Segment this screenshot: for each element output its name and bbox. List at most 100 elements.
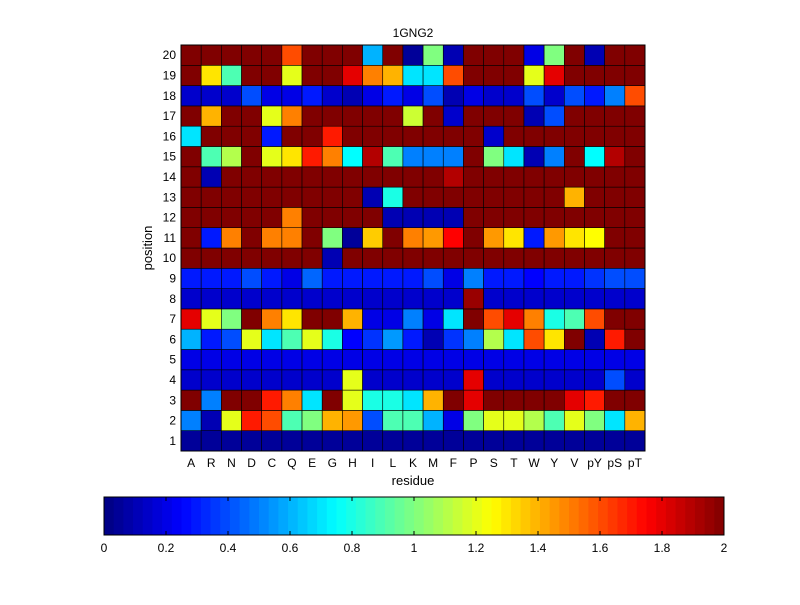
heatmap-cell — [442, 308, 464, 330]
heatmap-cell — [281, 410, 303, 431]
colorbar-step — [588, 497, 599, 535]
heatmap-cell — [382, 85, 404, 107]
colorbar-step — [220, 497, 231, 535]
heatmap-cell — [221, 288, 242, 310]
colorbar-tick-label: 0 — [101, 541, 108, 555]
heatmap-cell — [563, 410, 585, 431]
y-tick-label: 18 — [163, 89, 177, 103]
x-tick-label: pY — [587, 456, 602, 470]
heatmap-cell — [382, 186, 404, 208]
heatmap-cell — [301, 247, 323, 269]
heatmap-cell — [321, 227, 343, 249]
heatmap-cell — [604, 288, 626, 310]
x-axis-label: residue — [392, 473, 435, 488]
heatmap-cell — [442, 410, 464, 431]
heatmap-cell — [463, 267, 484, 289]
heatmap-cell — [543, 146, 565, 168]
heatmap-cell — [563, 227, 585, 249]
plot-frame — [180, 44, 646, 452]
x-tick-label: N — [227, 456, 236, 470]
heatmap-cell — [402, 267, 424, 289]
x-tick-label: C — [267, 456, 276, 470]
heatmap-cell — [543, 166, 565, 188]
heatmap-cell — [624, 44, 646, 66]
heatmap-cell — [463, 44, 484, 66]
colorbar: 0 0.2 0.4 0.6 0.8 1 1.2 1.4 1.6 1.8 2 — [101, 496, 728, 555]
heatmap-cell — [543, 125, 565, 147]
heatmap-cell — [604, 410, 626, 431]
heatmap-cell — [604, 389, 626, 411]
heatmap-cell — [301, 267, 323, 289]
heatmap-cell — [180, 65, 202, 86]
heatmap-cell — [301, 328, 323, 350]
heatmap-cells — [180, 44, 646, 452]
y-tick-label: 5 — [169, 353, 176, 367]
colorbar-step — [152, 497, 163, 535]
heatmap-cell — [261, 267, 283, 289]
heatmap-cell — [463, 207, 484, 228]
heatmap-cell — [241, 410, 262, 431]
heatmap-cell — [624, 227, 646, 249]
y-tick-label: 16 — [163, 129, 177, 143]
heatmap-cell — [342, 186, 363, 208]
x-tick-label: L — [389, 456, 396, 470]
heatmap-cell — [543, 328, 565, 350]
heatmap-cell — [604, 328, 626, 350]
colorbar-step — [104, 497, 115, 535]
heatmap-cell — [281, 267, 303, 289]
heatmap-cell — [261, 227, 283, 249]
heatmap-cell — [200, 267, 222, 289]
heatmap-cell — [342, 44, 363, 66]
heatmap-cell — [523, 288, 545, 310]
x-tick-label: Y — [550, 456, 558, 470]
heatmap-cell — [604, 105, 626, 127]
heatmap-cell — [241, 227, 262, 249]
colorbar-step — [549, 497, 560, 535]
heatmap-cell — [483, 44, 505, 66]
heatmap-cell — [180, 369, 202, 391]
heatmap-cell — [483, 308, 505, 330]
heatmap-cell — [402, 207, 424, 228]
heatmap-cell — [624, 65, 646, 86]
colorbar-step — [607, 497, 618, 535]
colorbar-step — [569, 497, 580, 535]
heatmap-cell — [241, 65, 262, 86]
heatmap-cell — [321, 146, 343, 168]
heatmap-cell — [563, 65, 585, 86]
heatmap-cell — [503, 328, 525, 350]
colorbar-tick-label: 1.8 — [654, 541, 671, 555]
heatmap-cell — [221, 267, 242, 289]
heatmap-cell — [281, 389, 303, 411]
heatmap-cell — [200, 44, 222, 66]
heatmap-cell — [200, 288, 222, 310]
heatmap-cell — [382, 125, 404, 147]
heatmap-cell — [422, 166, 444, 188]
heatmap-cell — [402, 247, 424, 269]
colorbar-step — [491, 497, 502, 535]
heatmap-cell — [261, 105, 283, 127]
colorbar-step — [278, 497, 289, 535]
heatmap-cell — [281, 166, 303, 188]
heatmap-cell — [584, 105, 605, 127]
heatmap-cell — [483, 247, 505, 269]
heatmap-cell — [180, 247, 202, 269]
heatmap-cell — [321, 389, 343, 411]
heatmap-cell — [241, 430, 262, 452]
heatmap-cell — [523, 186, 545, 208]
heatmap-cell — [604, 186, 626, 208]
heatmap-cell — [321, 166, 343, 188]
colorbar-tick-label: 0.4 — [220, 541, 237, 555]
heatmap-cell — [422, 207, 444, 228]
heatmap-cell — [241, 389, 262, 411]
heatmap-cell — [543, 85, 565, 107]
colorbar-step — [646, 497, 657, 535]
heatmap-cell — [200, 65, 222, 86]
x-tick-label: W — [528, 456, 540, 470]
heatmap-cell — [483, 186, 505, 208]
heatmap-cell — [281, 369, 303, 391]
heatmap-cell — [362, 227, 384, 249]
heatmap-cell — [584, 430, 605, 452]
colorbar-step — [191, 497, 202, 535]
heatmap-cell — [422, 267, 444, 289]
